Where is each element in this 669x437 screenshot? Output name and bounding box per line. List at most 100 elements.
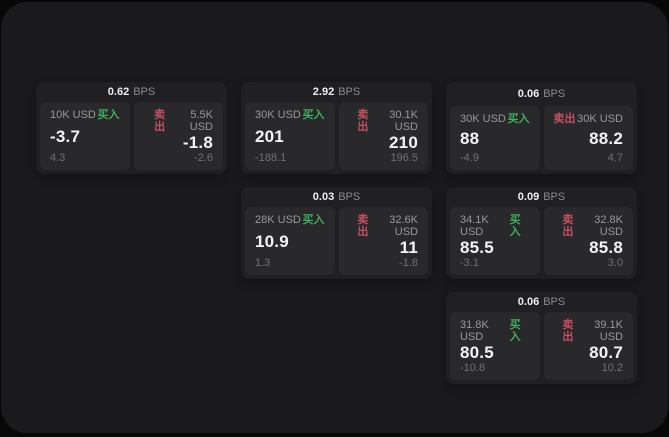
sell-panel[interactable]: 卖出 30.1K USD 210 196.5 [338, 102, 428, 170]
bps-value: 0.03 [312, 191, 335, 203]
bps-unit-label: BPS [543, 191, 566, 203]
buy-side-label: 买入 [509, 319, 521, 343]
buy-delta: -3.1 [460, 257, 479, 269]
sell-side-label: 卖出 [553, 113, 576, 125]
buy-delta: 1.3 [255, 257, 271, 269]
sell-panel-top: 卖出 30.1K USD [349, 109, 418, 133]
buy-panel[interactable]: 34.1K USD 买入 85.5 -3.1 [450, 207, 540, 275]
card-header: 0.03 BPS [245, 187, 428, 207]
quote-card[interactable]: 0.03 BPS 28K USD 买入 10.9 1.3 卖出 32.6K US… [241, 187, 432, 279]
sell-price: 11 [399, 238, 418, 257]
bid-ask-panels: 34.1K USD 买入 85.5 -3.1 卖出 32.8K USD 85.8… [450, 207, 633, 275]
sell-side-label: 卖出 [357, 214, 369, 238]
buy-size-label: 30K USD [460, 113, 506, 125]
bid-ask-panels: 31.8K USD 买入 80.5 -10.8 卖出 39.1K USD 80.… [450, 312, 633, 380]
sell-price: 210 [389, 133, 418, 152]
card-header: 2.92 BPS [245, 82, 428, 102]
buy-panel[interactable]: 10K USD 买入 -3.7 4.3 [40, 102, 130, 170]
buy-size-label: 10K USD [50, 109, 96, 121]
buy-size-label: 34.1K USD [460, 214, 489, 238]
sell-price: 88.2 [589, 129, 623, 148]
sell-size-label: 30K USD [577, 113, 623, 125]
buy-side-label: 买入 [507, 113, 530, 125]
sell-panel-top: 卖出 32.8K USD [554, 214, 623, 238]
buy-side-label: 买入 [302, 109, 325, 121]
sell-delta: 3.0 [607, 257, 623, 269]
buy-side-label: 买入 [302, 214, 325, 226]
sell-side-label: 卖出 [357, 109, 369, 133]
card-header: 0.62 BPS [40, 82, 223, 102]
bps-unit-label: BPS [543, 296, 566, 308]
sell-size-label: 32.6K USD [389, 214, 418, 238]
sell-delta: 10.2 [601, 362, 623, 374]
buy-delta: -4.9 [460, 152, 479, 164]
sell-delta: 4.7 [607, 152, 623, 164]
buy-price: 85.5 [460, 238, 494, 257]
quote-card[interactable]: 0.62 BPS 10K USD 买入 -3.7 4.3 卖出 5.5K USD… [36, 82, 227, 174]
bps-unit-label: BPS [133, 86, 156, 98]
buy-delta: -10.8 [460, 362, 486, 374]
buy-price: 88 [460, 129, 480, 148]
bps-unit-label: BPS [338, 191, 361, 203]
sell-size-label: 32.8K USD [594, 214, 623, 238]
quote-card[interactable]: 0.09 BPS 34.1K USD 买入 85.5 -3.1 卖出 32.8K… [446, 187, 637, 279]
sell-delta: 196.5 [390, 152, 418, 164]
buy-size-label: 28K USD [255, 214, 301, 226]
buy-panel-top: 30K USD 买入 [460, 113, 530, 125]
buy-panel[interactable]: 30K USD 买入 88 -4.9 [450, 106, 540, 170]
bid-ask-panels: 10K USD 买入 -3.7 4.3 卖出 5.5K USD -1.8 -2.… [40, 102, 223, 170]
buy-panel-top: 30K USD 买入 [255, 109, 325, 121]
bps-unit-label: BPS [543, 88, 566, 100]
sell-price: 80.7 [589, 343, 623, 362]
bps-value: 0.06 [517, 296, 540, 308]
sell-side-label: 卖出 [562, 319, 574, 343]
bps-value: 0.62 [107, 86, 130, 98]
card-header: 0.06 BPS [450, 82, 633, 106]
sell-panel[interactable]: 卖出 5.5K USD -1.8 -2.6 [133, 102, 223, 170]
buy-panel-top: 34.1K USD 买入 [460, 214, 530, 238]
buy-size-label: 31.8K USD [460, 319, 489, 343]
buy-price: -3.7 [50, 127, 81, 146]
card-header: 0.06 BPS [450, 292, 633, 312]
sell-panel-top: 卖出 32.6K USD [349, 214, 418, 238]
buy-price: 80.5 [460, 343, 494, 362]
sell-panel[interactable]: 卖出 39.1K USD 80.7 10.2 [543, 312, 633, 380]
buy-panel[interactable]: 31.8K USD 买入 80.5 -10.8 [450, 312, 540, 380]
sell-panel[interactable]: 卖出 30K USD 88.2 4.7 [543, 106, 633, 170]
bid-ask-panels: 30K USD 买入 88 -4.9 卖出 30K USD 88.2 4.7 [450, 106, 633, 170]
cards-grid: 0.62 BPS 10K USD 买入 -3.7 4.3 卖出 5.5K USD… [36, 82, 637, 384]
sell-size-label: 30.1K USD [389, 109, 418, 133]
bps-value: 0.06 [517, 88, 540, 100]
buy-side-label: 买入 [97, 109, 120, 121]
sell-price: 85.8 [589, 238, 623, 257]
bps-value: 0.09 [517, 191, 540, 203]
buy-panel-top: 31.8K USD 买入 [460, 319, 530, 343]
sell-panel[interactable]: 卖出 32.8K USD 85.8 3.0 [543, 207, 633, 275]
buy-panel[interactable]: 30K USD 买入 201 -188.1 [245, 102, 335, 170]
card-header: 0.09 BPS [450, 187, 633, 207]
sell-size-label: 5.5K USD [189, 109, 213, 133]
sell-side-label: 卖出 [562, 214, 574, 238]
bid-ask-panels: 28K USD 买入 10.9 1.3 卖出 32.6K USD 11 -1.8 [245, 207, 428, 275]
sell-price: -1.8 [182, 133, 213, 152]
quote-card[interactable]: 0.06 BPS 30K USD 买入 88 -4.9 卖出 30K USD 8… [446, 82, 637, 174]
quote-card[interactable]: 2.92 BPS 30K USD 买入 201 -188.1 卖出 30.1K … [241, 82, 432, 174]
quote-card[interactable]: 0.06 BPS 31.8K USD 买入 80.5 -10.8 卖出 39.1… [446, 292, 637, 384]
buy-side-label: 买入 [509, 214, 521, 238]
sell-size-label: 39.1K USD [594, 319, 623, 343]
buy-delta: 4.3 [50, 152, 66, 164]
buy-panel[interactable]: 28K USD 买入 10.9 1.3 [245, 207, 335, 275]
buy-delta: -188.1 [255, 152, 287, 164]
sell-panel-top: 卖出 39.1K USD [554, 319, 623, 343]
buy-size-label: 30K USD [255, 109, 301, 121]
bid-ask-panels: 30K USD 买入 201 -188.1 卖出 30.1K USD 210 1… [245, 102, 428, 170]
bps-unit-label: BPS [338, 86, 361, 98]
bps-value: 2.92 [312, 86, 335, 98]
buy-panel-top: 28K USD 买入 [255, 214, 325, 226]
sell-panel[interactable]: 卖出 32.6K USD 11 -1.8 [338, 207, 428, 275]
sell-panel-top: 卖出 30K USD [554, 113, 624, 125]
sell-side-label: 卖出 [154, 109, 166, 133]
sell-delta: -1.8 [399, 257, 418, 269]
buy-price: 10.9 [255, 232, 289, 251]
buy-panel-top: 10K USD 买入 [50, 109, 120, 121]
